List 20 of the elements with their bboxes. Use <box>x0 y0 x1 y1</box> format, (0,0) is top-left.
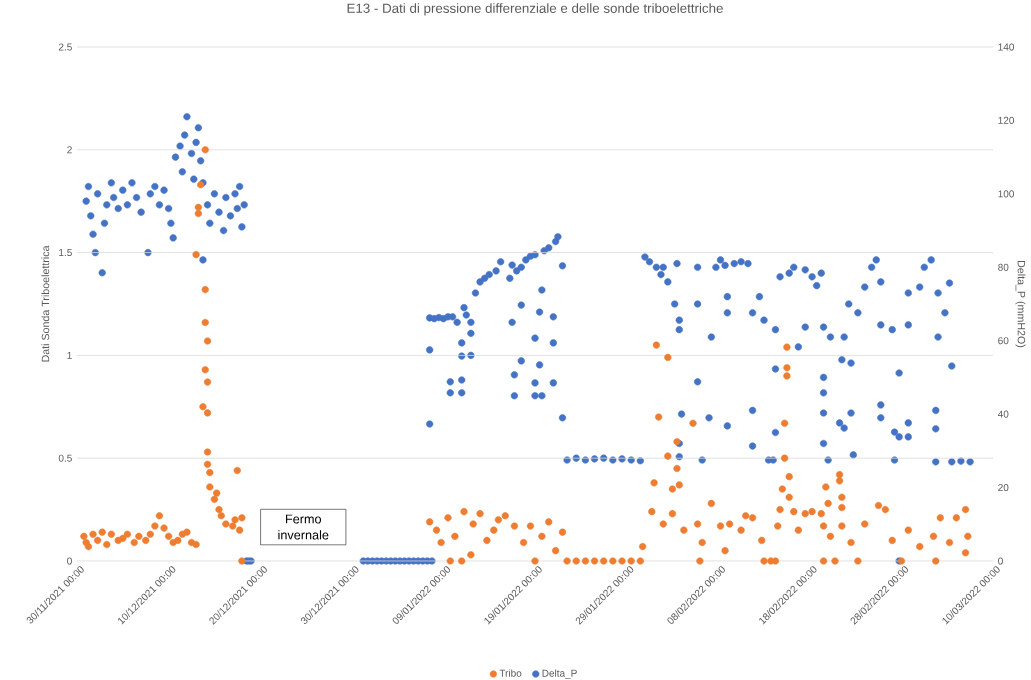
y-tick-label: 0 <box>67 557 72 565</box>
y-tick-label: 2.5 <box>58 43 72 51</box>
legend-label: Delta_P <box>542 669 577 679</box>
legend-label: Tribo <box>499 669 522 677</box>
annotation: Fermo invernale <box>278 514 329 540</box>
y2-axis-title: Delta_P (mmH2O) <box>1015 261 1026 348</box>
y2-tick-label: 20 <box>998 484 1009 492</box>
y2-tick-label: 0 <box>998 557 1003 565</box>
y2-tick-label: 40 <box>997 410 1009 418</box>
y2-tick-label: 140 <box>998 43 1014 51</box>
y-tick-label: 2 <box>67 146 72 154</box>
y2-tick-label: 120 <box>998 116 1014 124</box>
y2-tick-label: 60 <box>998 337 1009 345</box>
y2-tick-label: 100 <box>998 190 1014 198</box>
y2-tick-label: 80 <box>998 263 1009 271</box>
y-tick-label: 1.5 <box>59 249 72 257</box>
y-tick-label: 0.5 <box>58 454 72 462</box>
chart-title: E13 - Dati di pressione differenziale e delle sonde triboelettriche <box>347 3 723 16</box>
y-tick-label: 1 <box>67 351 72 359</box>
y-axis-title: Dati Sonda Triboelettrica <box>41 245 50 362</box>
